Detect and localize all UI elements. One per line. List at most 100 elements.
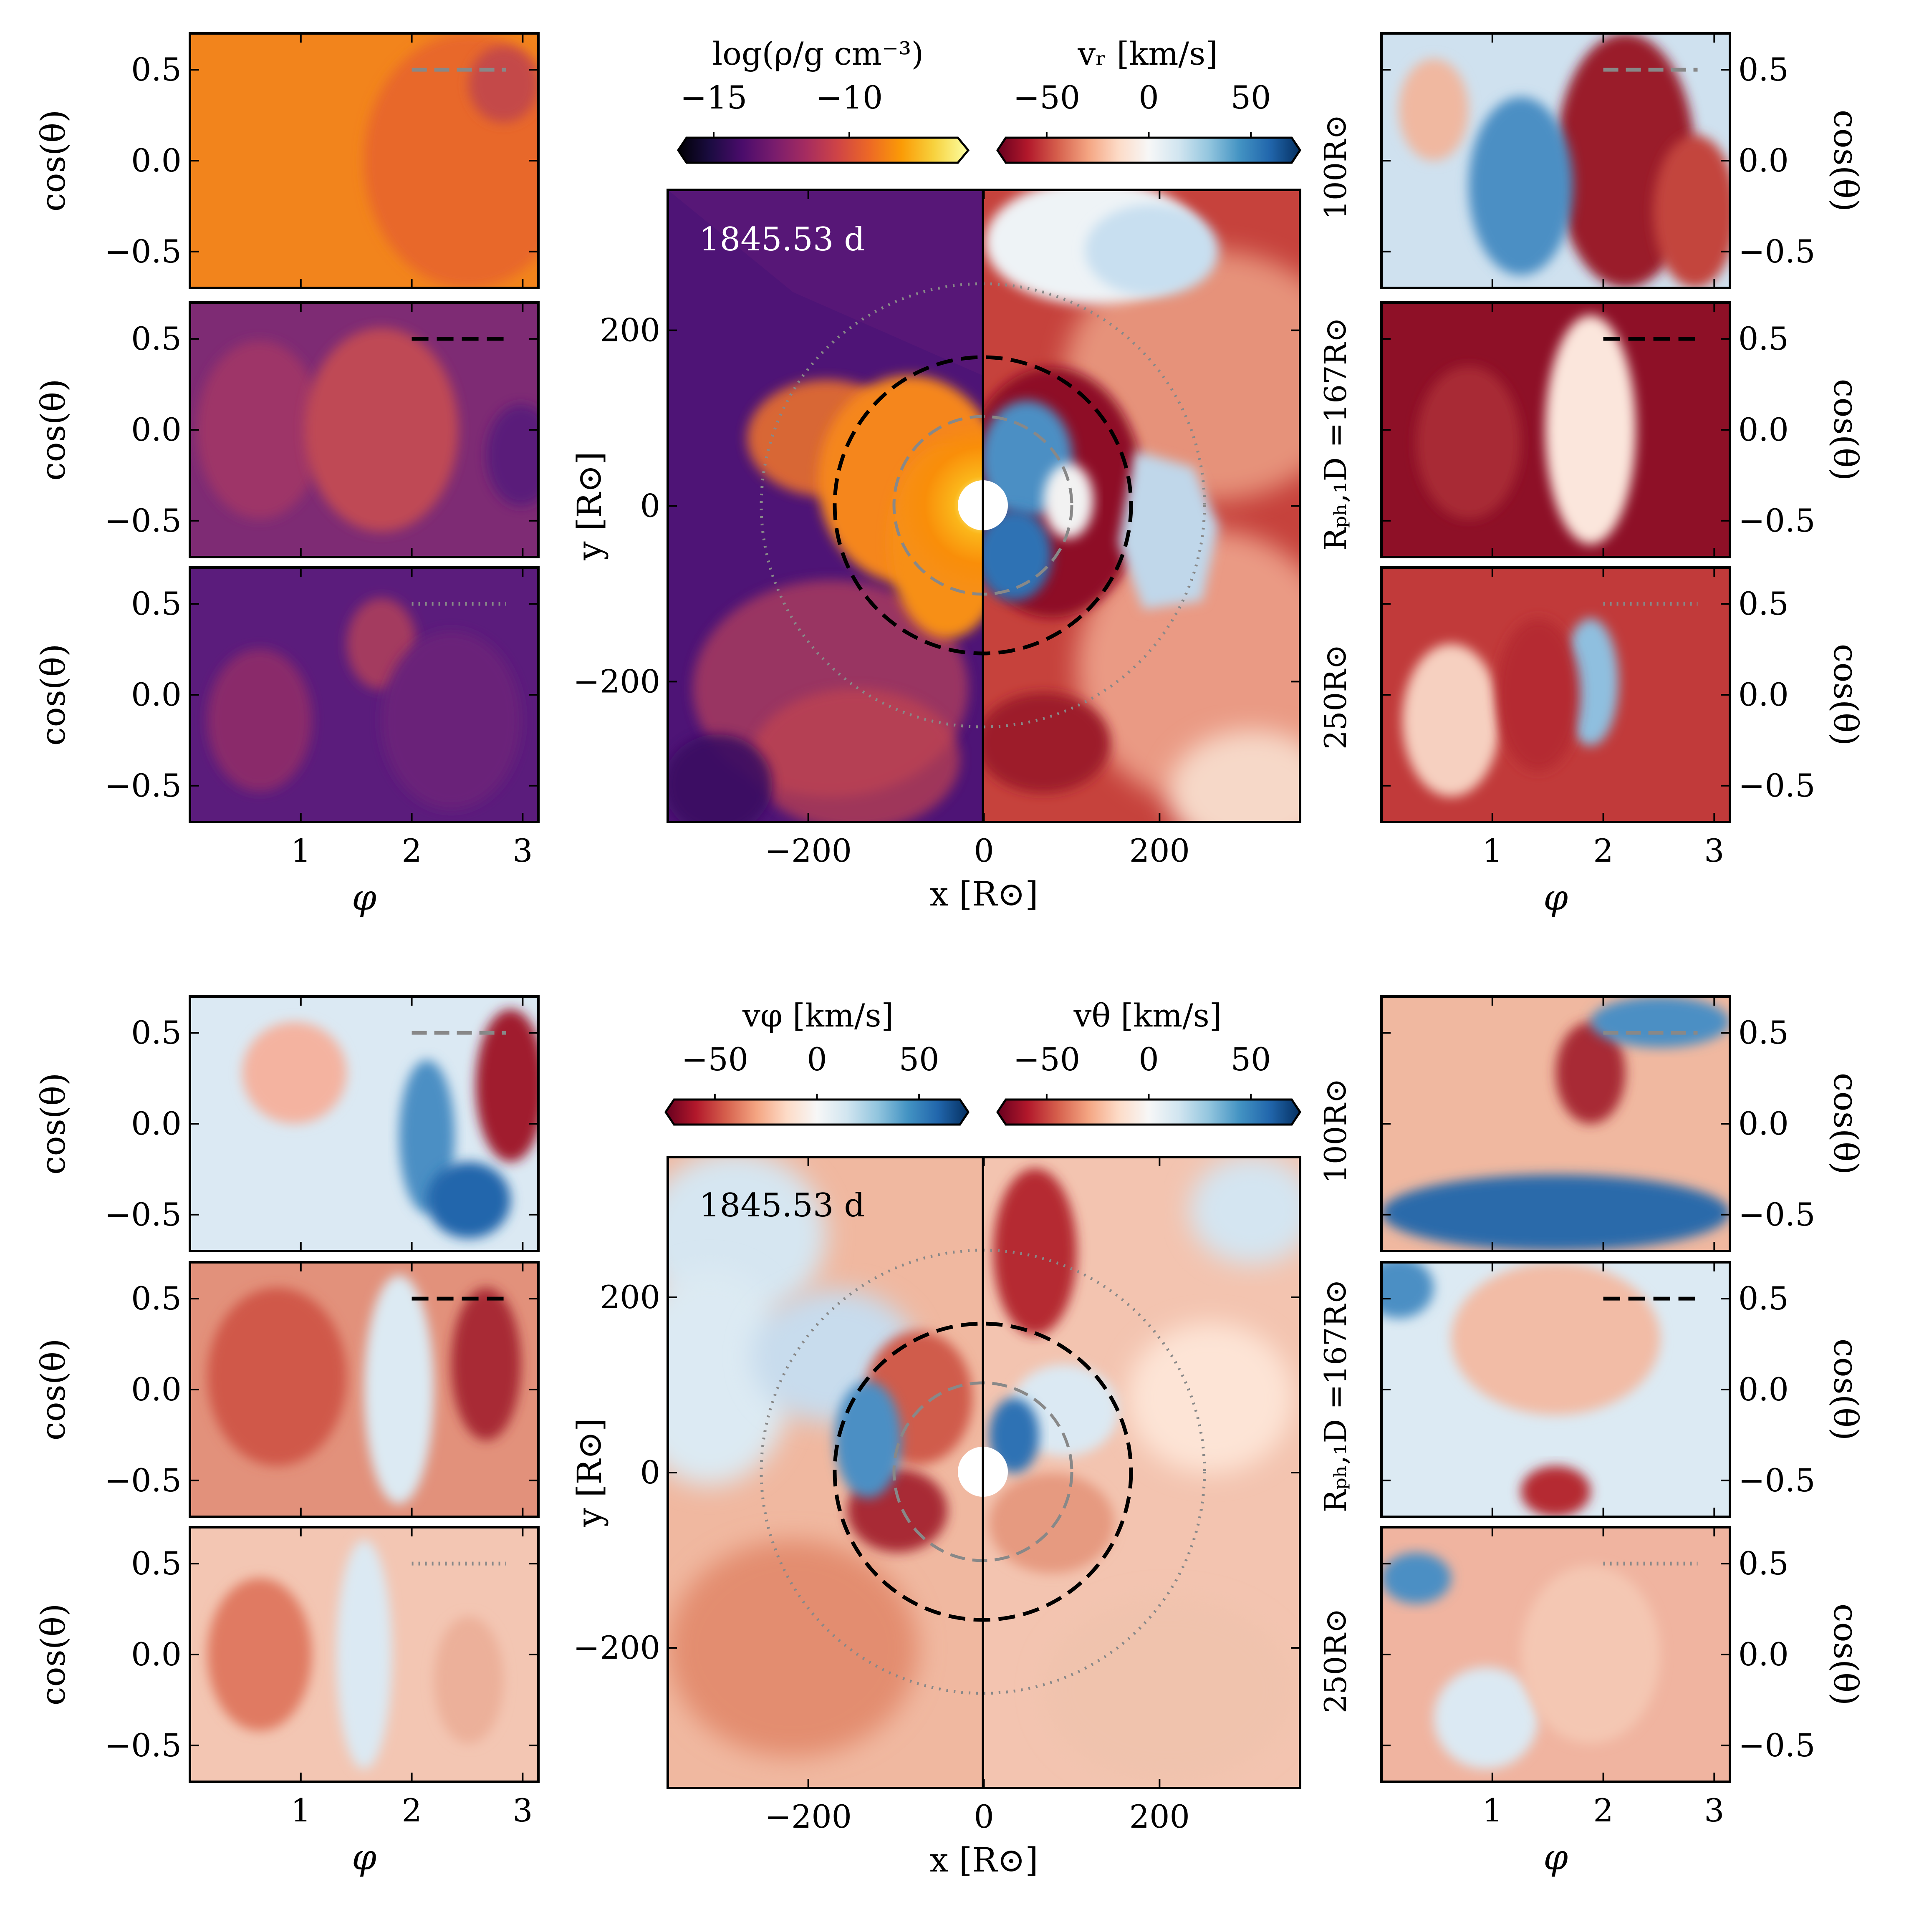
radius-label-middle-bottom: Rₚₕ,₁D =167R⊙ [1318,1279,1353,1513]
bottom-right-panel-3 [1381,1527,1730,1782]
top-left-panel-2-region [486,404,538,506]
bottom-left-panel-1-ylabel: cos(θ) [34,1073,73,1175]
top-left-panel-2-region [197,340,323,519]
bottom-right-panel-3-region [1434,1667,1538,1769]
bottom-right-panel-3-xtick-label: 2 [1593,1792,1613,1829]
top-center-vr-half [983,190,1300,822]
top-left-panel-3-ytick-label: 0.0 [131,676,182,713]
top-right-panel-2-ytick-label: 0.5 [1738,320,1789,357]
top-center-ytick-label: 200 [600,312,660,349]
top-left-panel-1-ytick-label: 0.0 [131,142,182,179]
bottom-right-panel-2-ytick-label: 0.5 [1738,1280,1789,1317]
top-left-panel-3-ylabel: cos(θ) [34,644,73,746]
bottom-left-panel-2-region [207,1288,347,1466]
top-right-panel-3-xlabel: φ [1543,877,1568,918]
bottom-left-panel-1-region [427,1162,511,1238]
bottom-right-panel-1 [1381,996,1730,1251]
top-right-panel-2-ytick-label: −0.5 [1738,502,1815,539]
bottom-vtheta-cb-tick-label: −50 [1013,1041,1080,1078]
top-right-panel-3-ytick-label: −0.5 [1738,767,1815,804]
bottom-center-xtick-label: 0 [974,1798,994,1835]
top-left-panel-3-ytick-label: 0.5 [131,585,182,622]
side-map-panels [189,32,1731,1783]
top-density-cb-tick-label: −10 [816,79,883,116]
top-right-panel-3-xtick-label: 3 [1704,832,1724,869]
top-left-panel-3-xtick-label: 3 [513,832,533,869]
top-center-xtick-label: 0 [974,832,994,869]
top-right-panel-2-ylabel: cos(θ) [1826,379,1865,481]
bottom-right-panel-3-ytick-label: −0.5 [1738,1727,1815,1764]
top-right-panel-3-xtick-label: 2 [1593,832,1613,869]
bottom-left-panel-1-ytick-label: 0.5 [131,1014,182,1051]
top-right-panel-3-region [1402,644,1500,797]
top-right-panel-1-region [1468,97,1573,275]
top-right-panel-1-ytick-label: −0.5 [1738,233,1815,270]
top-right-panel-2 [1381,303,1730,557]
top-vr-colorbar-label: vᵣ [km/s] [1077,35,1218,72]
bottom-right-panel-3-ytick-label: 0.5 [1738,1545,1789,1582]
bottom-left-panel-3-region [336,1540,392,1769]
top-right-panel-1-region [1399,59,1469,161]
bottom-vtheta-colorbar [996,1098,1302,1126]
bottom-left-panel-1-region [475,1009,538,1162]
bottom-right-panel-3-ytick-label: 0.0 [1738,1636,1789,1673]
bottom-right-panel-3-region [1381,1553,1451,1604]
top-center-ylabel: y [R⊙] [570,451,609,560]
top-density-colorbar [677,136,970,164]
bottom-vtheta-colorbar-label: vθ [km/s] [1073,997,1222,1034]
bottom-right-panel-1-ylabel: cos(θ) [1826,1073,1865,1175]
radius-label-middle-top: Rₚₕ,₁D =167R⊙ [1318,318,1353,551]
top-right-panel-3-region [1496,618,1580,771]
top-right-panel-1-ylabel: cos(θ) [1826,110,1865,212]
top-right-panel-1-ytick-label: 0.5 [1738,51,1789,88]
bottom-vtheta-cb-tick-label: 0 [1139,1041,1159,1078]
bottom-left-panel-3-xtick-label: 1 [291,1792,311,1829]
bottom-right-panel-3-xtick-label: 1 [1482,1792,1502,1829]
top-left-panel-3-xtick-label: 2 [401,832,422,869]
top-left-panel-1-ytick-label: 0.5 [131,51,182,88]
bottom-vphi-colorbar [664,1098,970,1126]
bottom-right-panel-3-ylabel: cos(θ) [1826,1604,1865,1706]
colorbar-ticks: −15 −10 −50 0 50 −50 0 50 −50 0 50 [680,79,1271,1100]
bottom-center-time-label: 1845.53 d [699,1187,865,1224]
top-left-panel-3-region [207,649,312,792]
radius-label-inner-top: 100R⊙ [1318,114,1353,219]
bottom-right-panel-2-region [1521,1466,1591,1517]
top-center-ytick-label: −200 [573,663,660,700]
bottom-left-panel-1 [190,996,538,1251]
bottom-right-panel-1-ytick-label: 0.5 [1738,1014,1789,1051]
top-vr-colorbar [996,136,1302,164]
bottom-left-panel-3-xlabel: φ [352,1837,376,1878]
bottom-left-panel-2-region [451,1288,521,1440]
bottom-left-panel-3-ytick-label: 0.0 [131,1636,182,1673]
top-left-panel-3 [190,567,538,822]
top-left-panel-2 [190,303,538,557]
bottom-center-xtick-label: 200 [1129,1798,1190,1835]
top-left-panel-2-region [305,328,458,532]
top-left-panel-1-region [469,46,538,123]
colorbar-labels: log(ρ/g cm⁻³) vᵣ [km/s] vφ [km/s] vθ [km… [712,35,1222,1034]
top-right-panel-3-ylabel: cos(θ) [1826,644,1865,746]
bottom-left-panel-3-ytick-label: 0.5 [131,1545,182,1582]
bottom-left-panel-1-ytick-label: 0.0 [131,1105,182,1142]
radius-label-outer-bottom: 250R⊙ [1318,1608,1353,1713]
top-left-panel-2-ytick-label: −0.5 [104,502,182,539]
bottom-left-panel-1-region [242,1022,347,1124]
top-left-panel-3-xlabel: φ [352,877,376,918]
bottom-right-panel-2-ylabel: cos(θ) [1826,1339,1865,1441]
top-left-panel-3-ytick-label: −0.5 [104,767,182,804]
top-right-panel-1 [1381,33,1730,288]
top-vr-cb-tick-label: 50 [1231,79,1271,116]
bottom-right-panel-2-ytick-label: −0.5 [1738,1462,1815,1499]
top-density-colorbar-label: log(ρ/g cm⁻³) [712,35,924,72]
bottom-right-panel-1-ytick-label: 0.0 [1738,1105,1789,1142]
bottom-right-panel-2-region [1381,1262,1434,1319]
top-left-panel-3-region [381,631,521,810]
bottom-center-vtheta-half [983,1157,1300,1788]
top-left-panel-1-ylabel: cos(θ) [34,110,73,212]
bottom-left-panel-3-ylabel: cos(θ) [34,1604,73,1706]
bottom-left-panel-2-ylabel: cos(θ) [34,1339,73,1441]
top-right-panel-3-xtick-label: 1 [1482,832,1502,869]
